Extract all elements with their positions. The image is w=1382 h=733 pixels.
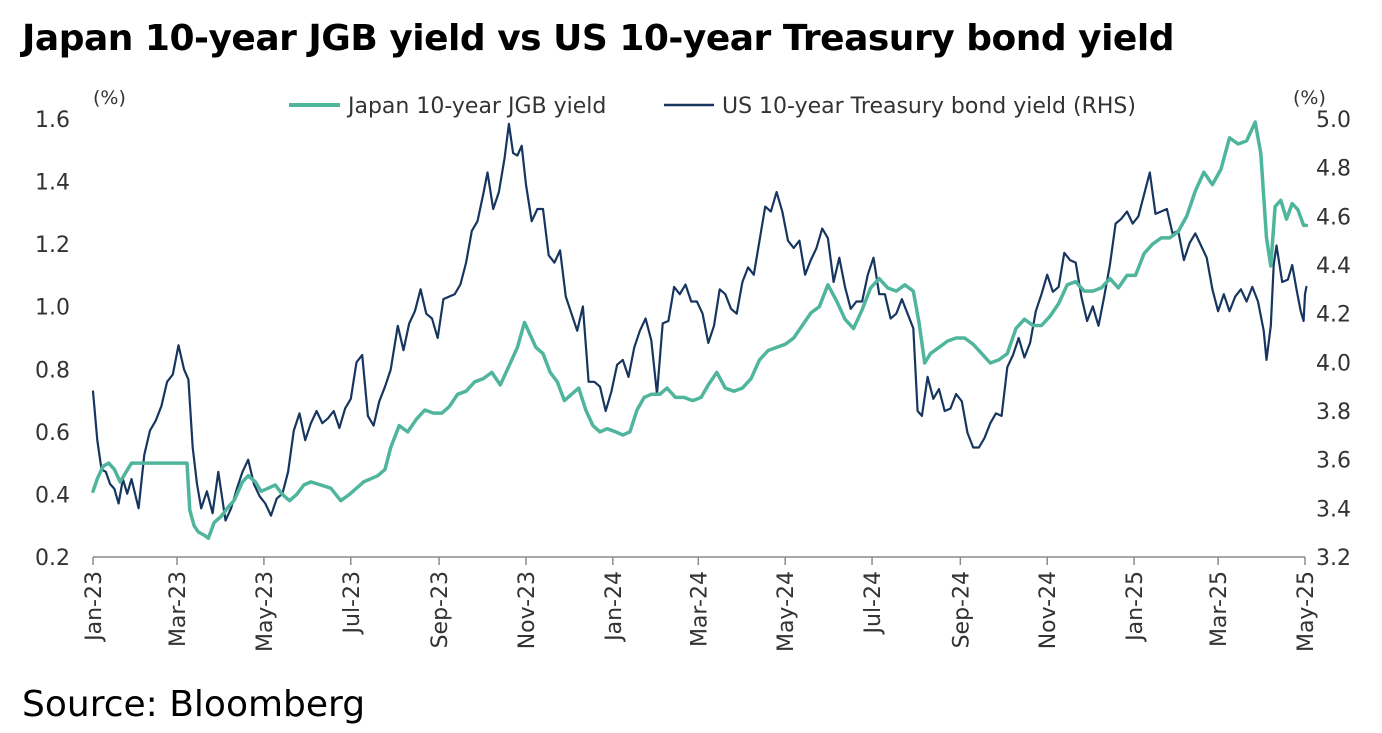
x-tick-label: Mar-25 — [1207, 571, 1232, 647]
x-tick-label: Sep-24 — [949, 571, 974, 648]
x-tick-label: Jul-24 — [861, 571, 886, 635]
left-tick-label: 1.2 — [35, 233, 70, 258]
right-tick-label: 4.0 — [1316, 351, 1351, 376]
x-tick-label: Sep-23 — [428, 571, 453, 648]
x-tick-label: Jan-25 — [1123, 571, 1148, 643]
right-axis: 3.2 3.4 3.6 3.8 4.0 4.2 4.4 4.6 4.8 5.0 — [1316, 108, 1351, 571]
left-axis-unit: (%) — [93, 87, 126, 109]
left-tick-label: 0.2 — [35, 546, 70, 571]
right-tick-label: 4.4 — [1316, 254, 1351, 279]
left-tick-label: 0.8 — [35, 358, 70, 383]
left-tick-label: 1.4 — [35, 171, 70, 196]
x-tick-label: Jan-23 — [82, 571, 107, 643]
right-axis-unit: (%) — [1293, 87, 1326, 109]
x-tick-label: Jan-24 — [602, 571, 627, 643]
right-tick-label: 3.2 — [1316, 546, 1351, 571]
x-tick-label: Nov-24 — [1036, 571, 1061, 649]
legend: Japan 10-year JGB yield US 10-year Treas… — [289, 94, 1136, 119]
x-tick-label: Nov-23 — [515, 571, 540, 649]
x-tick-label: Mar-24 — [687, 571, 712, 647]
x-axis: Jan-23 Mar-23 May-23 Jul-23 Sep-23 Nov-23 Jan-… — [82, 556, 1319, 652]
x-tick-label: May-23 — [253, 571, 278, 652]
right-tick-label: 3.8 — [1316, 400, 1351, 425]
right-tick-label: 3.4 — [1316, 497, 1351, 522]
left-tick-label: 0.4 — [35, 483, 70, 508]
x-tick-label: Mar-23 — [166, 571, 191, 647]
right-tick-label: 5.0 — [1316, 108, 1351, 133]
legend-label-ust: US 10-year Treasury bond yield (RHS) — [722, 94, 1136, 119]
right-tick-label: 4.8 — [1316, 157, 1351, 182]
legend-label-jgb: Japan 10-year JGB yield — [346, 94, 606, 119]
ust-yield-line — [91, 122, 1308, 522]
left-tick-label: 1.6 — [35, 108, 70, 133]
x-tick-label: Jul-23 — [340, 571, 365, 635]
left-tick-label: 1.0 — [35, 296, 70, 321]
jgb-yield-line — [91, 120, 1309, 540]
x-tick-label: May-25 — [1294, 571, 1319, 652]
left-tick-label: 0.6 — [35, 421, 70, 446]
page-title: Japan 10-year JGB yield vs US 10-year Tr… — [22, 18, 1174, 59]
right-tick-label: 3.6 — [1316, 449, 1351, 474]
right-tick-label: 4.2 — [1316, 303, 1351, 328]
left-axis: 0.2 0.4 0.6 0.8 1.0 1.2 1.4 1.6 — [35, 108, 70, 571]
right-tick-label: 4.6 — [1316, 205, 1351, 230]
series-lines — [91, 120, 1309, 540]
source-note: Source: Bloomberg — [22, 684, 366, 725]
x-tick-label: May-24 — [774, 571, 799, 652]
